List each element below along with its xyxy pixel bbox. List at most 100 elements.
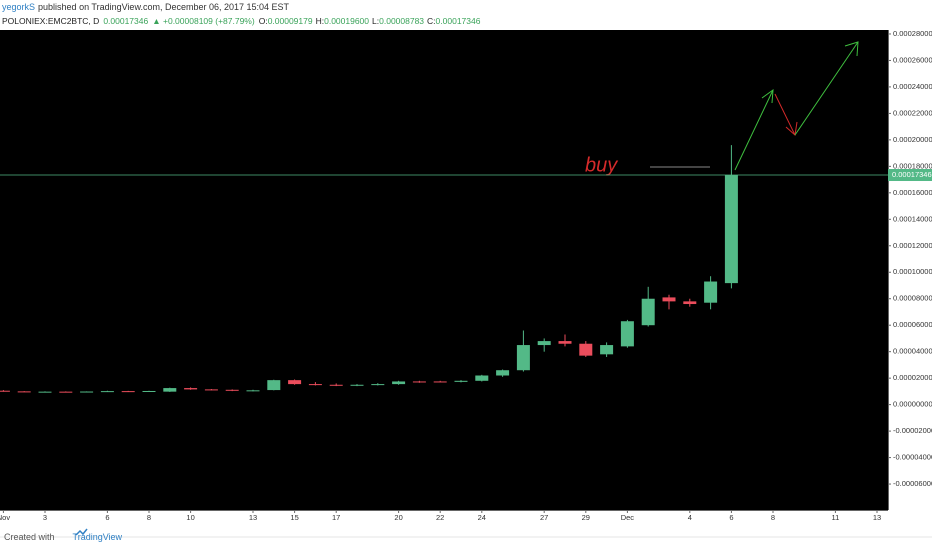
arrow-head bbox=[761, 88, 774, 104]
candle-body bbox=[80, 391, 94, 393]
candle-body bbox=[683, 301, 697, 305]
last-price: 0.00017346 bbox=[103, 16, 148, 26]
x-tick-label: 13 bbox=[873, 513, 881, 522]
y-tick-label: 0.00020000 bbox=[893, 135, 932, 144]
ohlc-value: 0.00009179 bbox=[268, 16, 313, 26]
ohlc-label: L: bbox=[372, 16, 379, 26]
footer-brand[interactable]: TradingView bbox=[73, 532, 123, 542]
ohlc-label: H: bbox=[316, 16, 325, 26]
symbol: POLONIEX:EMC2BTC, D bbox=[2, 16, 99, 26]
candle-body bbox=[184, 388, 198, 390]
x-tick-label: 27 bbox=[540, 513, 548, 522]
candle-body bbox=[225, 389, 239, 391]
y-tick-label: 0.00022000 bbox=[893, 108, 932, 117]
x-tick-label: 20 bbox=[394, 513, 402, 522]
candle-body bbox=[454, 380, 468, 382]
candle-body bbox=[308, 384, 322, 386]
y-tick-label: 0.00000000 bbox=[893, 400, 932, 409]
candle-body bbox=[121, 391, 135, 393]
candle-body bbox=[475, 375, 489, 381]
header-line-2: POLONIEX:EMC2BTC, D 0.00017346 ▲ +0.000081… bbox=[2, 16, 481, 26]
ohlc-value: 0.00019600 bbox=[324, 16, 369, 26]
x-tick-label: 8 bbox=[771, 513, 775, 522]
candle-body bbox=[267, 380, 281, 391]
candle-body bbox=[100, 391, 114, 393]
y-tick-label: 0.00010000 bbox=[893, 267, 932, 276]
drawings bbox=[650, 41, 859, 171]
candle-body bbox=[38, 391, 52, 393]
x-tick-label: 29 bbox=[582, 513, 590, 522]
brand-icon bbox=[75, 528, 88, 536]
candle-body bbox=[350, 384, 364, 386]
x-tick-label: 10 bbox=[186, 513, 194, 522]
x-tick-label: 4 bbox=[688, 513, 692, 522]
candle-body bbox=[142, 390, 156, 392]
y-tick-label: 0.00002000 bbox=[893, 373, 932, 382]
candle-body bbox=[371, 384, 385, 386]
arrow-head bbox=[844, 41, 859, 57]
y-tick-label: 0.00016000 bbox=[893, 188, 932, 197]
header-line-1: yegorkS published on TradingView.com, Dec… bbox=[2, 2, 290, 12]
arrow-up bbox=[794, 41, 859, 136]
y-tick-label: -0.00002000 bbox=[893, 426, 932, 435]
candle-body bbox=[433, 381, 447, 383]
candle-body bbox=[17, 391, 31, 393]
buy-annotation: buy bbox=[585, 154, 618, 176]
y-tick-label: 0.00006000 bbox=[893, 320, 932, 329]
candle-body bbox=[724, 175, 738, 284]
candle-body bbox=[412, 381, 426, 383]
candle-body bbox=[537, 341, 551, 346]
y-tick-label: 0.00024000 bbox=[893, 82, 932, 91]
candle-body bbox=[662, 297, 676, 302]
plot-area bbox=[0, 30, 888, 510]
x-tick-label: 22 bbox=[436, 513, 444, 522]
candle-body bbox=[704, 281, 718, 303]
candle-body bbox=[558, 341, 572, 344]
ohlc-value: 0.00008783 bbox=[379, 16, 424, 26]
change: ▲ +0.00008109 (+87.79%) bbox=[152, 16, 255, 26]
candle-body bbox=[600, 345, 614, 355]
y-tick-label: 0.00026000 bbox=[893, 55, 932, 64]
ohlc-value: 0.00017346 bbox=[436, 16, 481, 26]
y-tick-label: 0.00012000 bbox=[893, 241, 932, 250]
x-tick-label: 6 bbox=[729, 513, 733, 522]
x-tick-label: 8 bbox=[147, 513, 151, 522]
x-tick-label: 15 bbox=[290, 513, 298, 522]
candle-body bbox=[288, 380, 302, 385]
x-tick-label: Nov bbox=[0, 513, 10, 522]
y-tick-label: -0.00004000 bbox=[893, 453, 932, 462]
y-tick-label: 0.00018000 bbox=[893, 161, 932, 170]
candle-body bbox=[204, 389, 218, 391]
published: published on TradingView.com, December 0… bbox=[38, 2, 289, 12]
x-tick-label: 3 bbox=[43, 513, 47, 522]
ohlc-label: O: bbox=[259, 16, 268, 26]
candle-body bbox=[641, 298, 655, 326]
y-tick-label: 0.00004000 bbox=[893, 347, 932, 356]
candle-body bbox=[59, 391, 73, 393]
arrow-down bbox=[774, 93, 796, 136]
candle-body bbox=[496, 370, 510, 376]
y-tick-label: 0.00008000 bbox=[893, 294, 932, 303]
x-tick-label: 24 bbox=[478, 513, 486, 522]
candle-body bbox=[163, 388, 177, 392]
x-tick-label: Dec bbox=[621, 513, 635, 522]
x-tick-label: 17 bbox=[332, 513, 340, 522]
candle-body bbox=[0, 390, 10, 392]
footer: Created with TradingView bbox=[4, 532, 123, 542]
last-price-tag bbox=[888, 169, 932, 182]
candle-body bbox=[329, 384, 343, 386]
candle-body bbox=[579, 343, 593, 356]
candle-body bbox=[392, 381, 406, 385]
author[interactable]: yegorkS bbox=[2, 2, 35, 12]
y-tick-label: 0.00028000 bbox=[893, 29, 932, 38]
footer-text: Created with bbox=[4, 532, 55, 542]
x-tick-label: 6 bbox=[105, 513, 109, 522]
candle-body bbox=[516, 345, 530, 371]
arrow-up bbox=[734, 89, 774, 171]
candle-body bbox=[246, 390, 260, 392]
last-price-label: 0.00017346 bbox=[892, 170, 932, 179]
y-tick-label: -0.00006000 bbox=[893, 479, 932, 488]
ohlc-label: C: bbox=[427, 16, 436, 26]
x-tick-label: 11 bbox=[832, 513, 840, 522]
